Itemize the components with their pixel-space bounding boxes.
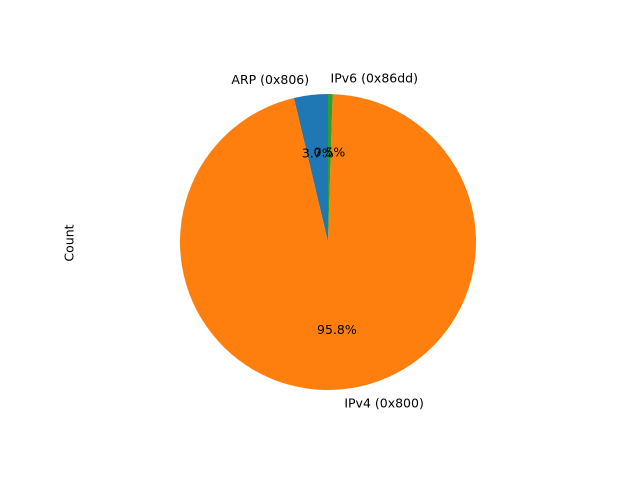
slice-percent-0: 3.7% (302, 145, 334, 160)
pie-labels: ARP (0x806) 3.7% IPv4 (0x800) 95.8% IPv6 (0x… (231, 71, 423, 411)
pie-slice-0 (293, 94, 328, 242)
slice-percent-1: 95.8% (317, 322, 357, 337)
slice-label-2: IPv6 (0x86dd) (331, 71, 418, 86)
slice-percent-2: 0.5% (314, 145, 346, 160)
slice-label-0: ARP (0x806) (231, 72, 309, 87)
y-axis-label: Count (62, 224, 77, 261)
pie-slice-1 (179, 94, 477, 391)
pie-slices (179, 94, 477, 391)
slice-label-1: IPv4 (0x800) (344, 395, 424, 410)
pie-slice-2 (328, 94, 333, 242)
